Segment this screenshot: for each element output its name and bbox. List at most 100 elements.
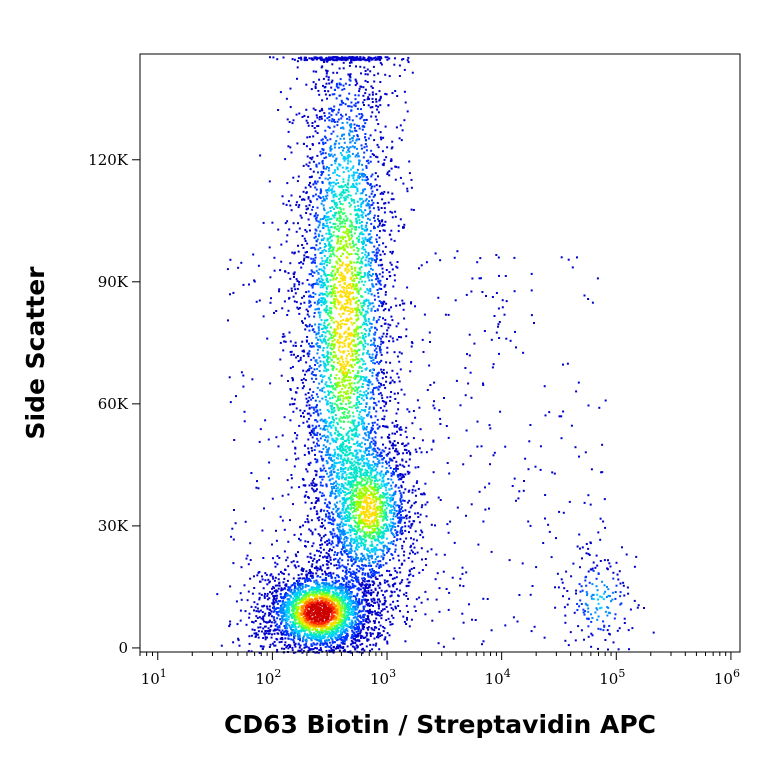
data-point [318, 142, 321, 145]
data-point [379, 560, 382, 563]
data-point [380, 384, 383, 387]
data-point [327, 475, 330, 478]
data-point [378, 462, 381, 465]
data-point [584, 579, 587, 582]
data-point [318, 294, 321, 297]
data-point [310, 377, 313, 380]
data-point [379, 192, 382, 195]
data-point [281, 494, 284, 497]
data-point [347, 598, 349, 601]
data-point [303, 56, 306, 59]
data-point [294, 553, 297, 556]
data-point [332, 572, 335, 575]
data-point [393, 567, 396, 570]
data-point [320, 380, 323, 383]
data-point [313, 259, 316, 262]
data-point [298, 486, 301, 489]
data-point [361, 114, 364, 117]
data-point [315, 582, 318, 585]
data-point [287, 200, 290, 203]
data-point [344, 57, 347, 60]
data-point [367, 276, 370, 279]
data-point [408, 520, 411, 523]
data-point [368, 568, 371, 571]
data-point [319, 408, 322, 411]
data-point [434, 252, 437, 255]
data-point [314, 651, 317, 654]
data-point [318, 316, 321, 319]
data-point [322, 143, 325, 146]
data-point [333, 641, 336, 644]
data-point [303, 495, 306, 498]
data-point [333, 503, 336, 506]
data-point [329, 145, 332, 148]
data-point [311, 563, 314, 566]
data-point [437, 642, 440, 645]
data-point [319, 346, 322, 349]
data-point [377, 460, 380, 463]
data-point [307, 290, 310, 293]
data-point [292, 582, 295, 585]
data-point [393, 577, 396, 580]
data-point [387, 617, 390, 620]
data-point [397, 392, 399, 395]
data-point [338, 525, 341, 528]
data-point [369, 322, 372, 325]
data-point [585, 584, 588, 587]
data-point [270, 624, 273, 627]
data-point [375, 351, 378, 354]
data-point [389, 376, 392, 379]
data-point [336, 476, 339, 479]
data-point [314, 647, 317, 649]
data-point [303, 646, 306, 649]
data-point [293, 564, 296, 567]
data-point [548, 411, 551, 414]
data-point [406, 470, 409, 473]
data-point [349, 650, 352, 653]
data-point [325, 75, 328, 78]
data-point [361, 125, 364, 128]
data-point [603, 584, 606, 587]
data-point [430, 548, 433, 551]
data-point [372, 620, 375, 623]
data-point [369, 397, 372, 400]
data-point [599, 517, 602, 520]
data-point [398, 452, 400, 455]
data-point [310, 247, 313, 250]
data-point [566, 362, 569, 365]
data-point [376, 454, 379, 457]
data-point [334, 490, 337, 492]
data-point [351, 621, 354, 624]
data-point [397, 554, 400, 557]
data-point [581, 546, 584, 549]
data-point [515, 499, 517, 502]
data-point [318, 400, 321, 403]
data-point [315, 283, 318, 285]
data-point [279, 593, 282, 596]
data-point [365, 376, 368, 379]
data-point [362, 618, 365, 621]
data-point [264, 612, 267, 615]
data-point [398, 351, 401, 354]
data-point [338, 108, 340, 111]
data-point [604, 399, 607, 402]
data-point [388, 461, 390, 464]
data-point [388, 309, 391, 312]
data-point [335, 574, 338, 577]
data-point [277, 573, 280, 576]
data-point [288, 228, 291, 231]
data-point [303, 257, 306, 260]
data-point [368, 381, 371, 384]
data-point [307, 256, 310, 259]
data-point [400, 139, 403, 142]
data-point [317, 125, 320, 127]
data-point [269, 276, 272, 279]
data-point [247, 563, 250, 566]
data-point [321, 109, 324, 112]
data-point [333, 532, 336, 535]
data-point [337, 536, 340, 539]
data-point [277, 587, 280, 590]
data-point [320, 551, 322, 554]
data-point [352, 56, 355, 59]
data-point [390, 478, 393, 481]
